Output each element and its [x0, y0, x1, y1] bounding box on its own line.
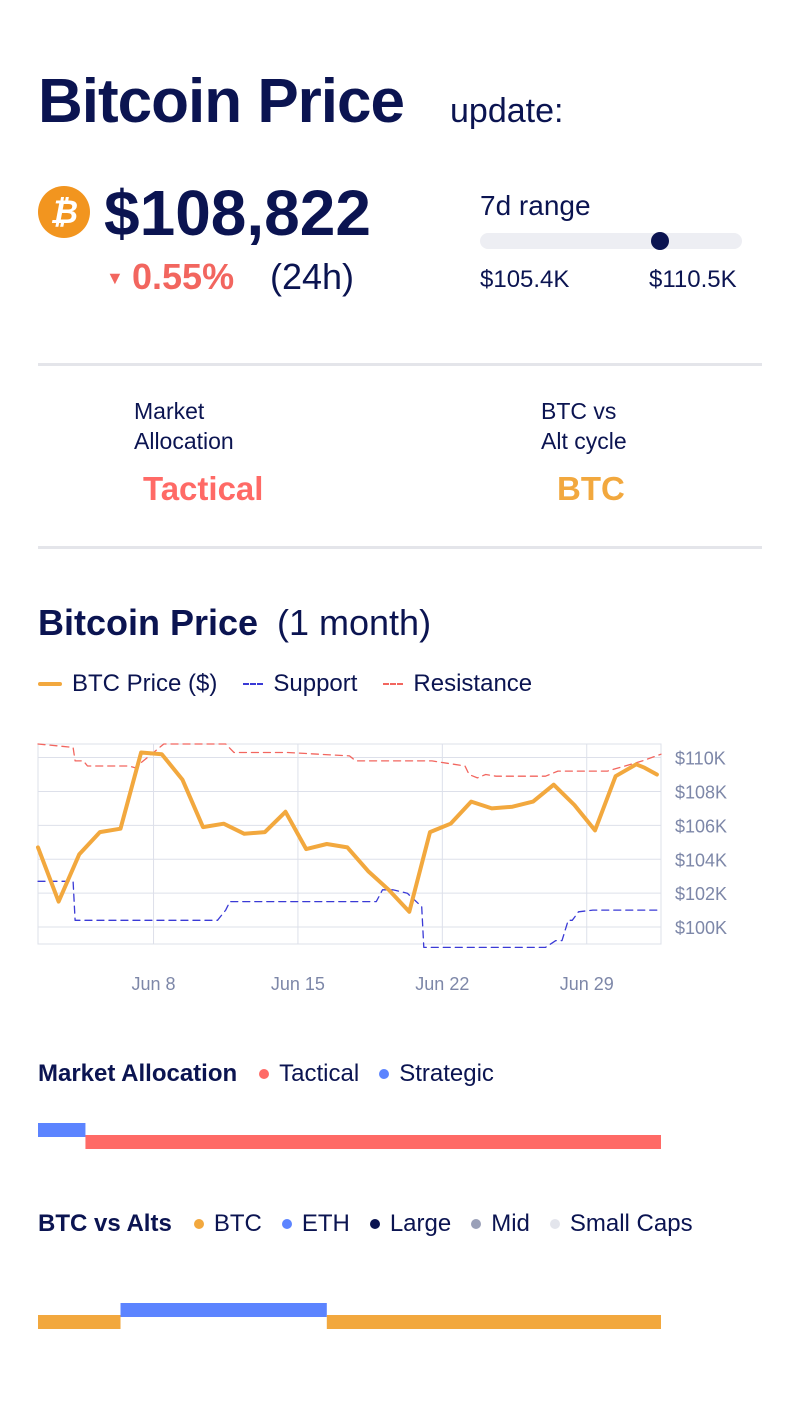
x-tick-label: Jun 22 — [415, 974, 469, 994]
x-tick-label: Jun 8 — [131, 974, 175, 994]
range-high: $110.5K — [649, 266, 737, 293]
legend-swatch-price — [38, 682, 62, 686]
legend-item-support: Support — [243, 670, 357, 698]
y-tick-label: $104K — [675, 850, 727, 870]
eth-dot — [281, 1219, 292, 1229]
tactical-dot — [259, 1069, 270, 1079]
current-price: $108,822 — [104, 177, 371, 249]
x-tick-label: Jun 15 — [271, 974, 325, 994]
cycle-timeline — [38, 1303, 661, 1329]
legend-item-mid: Mid — [471, 1210, 530, 1238]
cycle-legend: BTC vs Alts BTC ETH Large Mid Small Caps — [38, 1210, 713, 1238]
btc-dot — [193, 1219, 204, 1229]
chart-subtitle: (1 month) — [277, 602, 432, 643]
legend-item-eth: ETH — [281, 1210, 350, 1238]
timeline-segment-strategic — [38, 1123, 86, 1137]
page-title: Bitcoin Price — [38, 67, 405, 136]
plot-frame — [37, 743, 662, 945]
cycle-label: BTC vs Alt cycle — [541, 398, 627, 454]
allocation-value: Tactical — [143, 470, 264, 507]
range-low: $105.4K — [480, 266, 570, 293]
y-tick-label: $108K — [675, 782, 727, 802]
chart-legend: BTC Price ($) Support Resistance — [38, 670, 558, 698]
strategic-dot — [379, 1069, 390, 1079]
page-subtitle: update: — [450, 92, 564, 130]
legend-swatch-support — [243, 683, 264, 685]
legend-item-strategic: Strategic — [379, 1060, 494, 1088]
timeline-segment-eth — [120, 1303, 327, 1317]
legend-item-price: BTC Price ($) — [38, 670, 217, 698]
y-tick-label: $100K — [675, 918, 727, 938]
price-change: 0.55% — [132, 256, 235, 297]
support-line — [37, 880, 662, 949]
x-tick-label: Jun 29 — [560, 974, 614, 994]
mid-dot — [471, 1219, 482, 1229]
legend-item-btc: BTC — [193, 1210, 262, 1238]
y-tick-label: $110K — [675, 749, 726, 769]
timeline-segment-btc — [38, 1315, 121, 1329]
cycle-value: BTC — [557, 470, 625, 507]
legend-item-large: Large — [369, 1210, 451, 1238]
timeline-segment-tactical — [85, 1135, 661, 1149]
price-chart: $100K $102K $104K $106K $108K $110K Jun 8 Jun 1… — [36, 743, 727, 994]
change-period: (24h) — [270, 256, 355, 297]
range-label: 7d range — [480, 190, 591, 221]
timeline-segment-btc — [326, 1315, 661, 1329]
small-caps-dot — [549, 1219, 560, 1229]
down-arrow-icon: ▼ — [106, 268, 124, 288]
chart-title: Bitcoin Price — [38, 602, 259, 643]
divider — [38, 546, 762, 549]
legend-swatch-resistance — [383, 683, 404, 685]
divider — [38, 363, 762, 366]
cycle-timeline-title: BTC vs Alts — [38, 1210, 172, 1237]
allocation-label: Market Allocation — [134, 398, 234, 454]
range-track — [480, 233, 742, 249]
resistance-line — [37, 743, 662, 779]
btc-price-line — [36, 750, 659, 914]
range-marker — [650, 232, 669, 250]
allocation-legend: Market Allocation Tactical Strategic — [38, 1060, 514, 1088]
bitcoin-icon: ₿ — [38, 186, 90, 238]
allocation-timeline — [38, 1123, 661, 1149]
allocation-timeline-title: Market Allocation — [38, 1060, 238, 1087]
legend-item-tactical: Tactical — [259, 1060, 359, 1088]
legend-item-small-caps: Small Caps — [549, 1210, 693, 1238]
y-tick-label: $106K — [675, 816, 727, 836]
y-tick-label: $102K — [675, 884, 727, 904]
legend-item-resistance: Resistance — [383, 670, 532, 698]
large-dot — [369, 1219, 380, 1229]
